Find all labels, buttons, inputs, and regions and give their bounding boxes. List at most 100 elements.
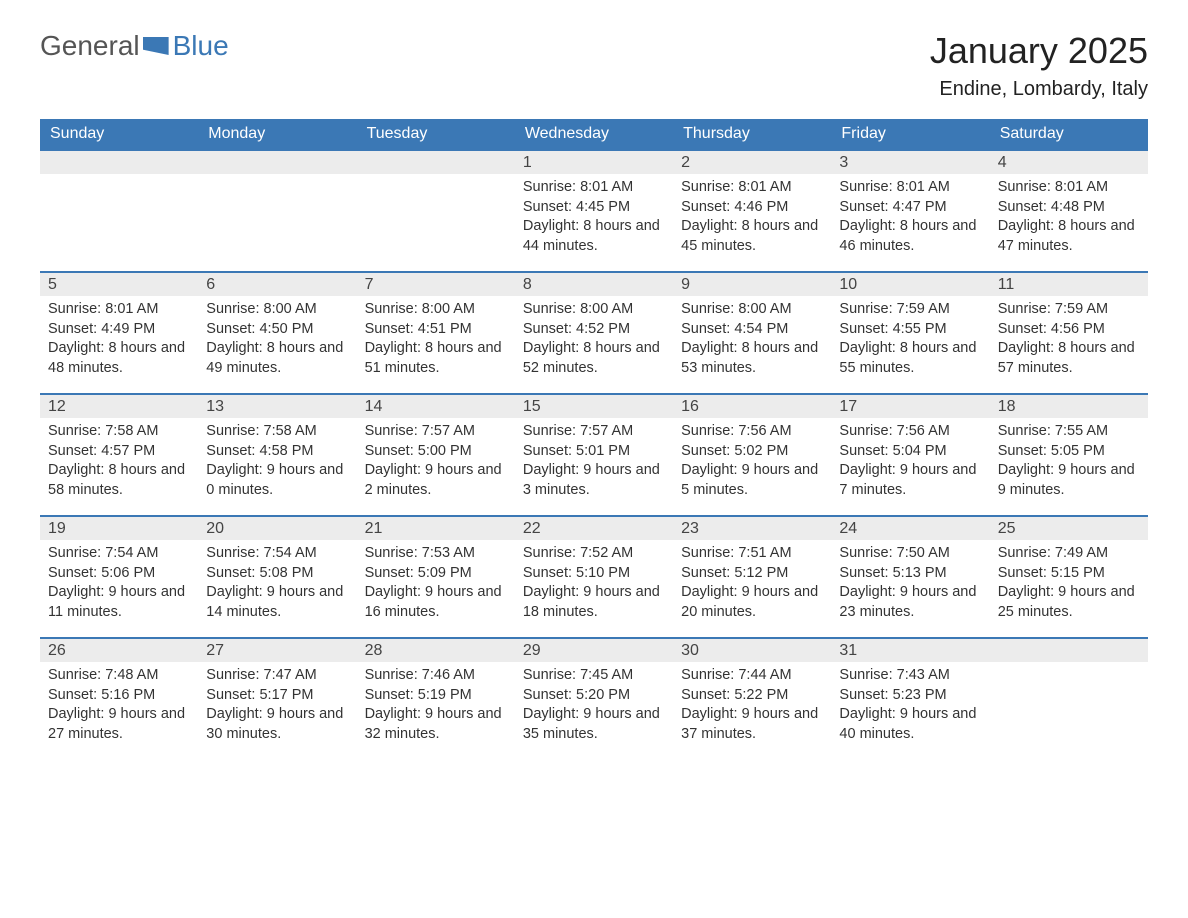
day-cell-14: 14Sunrise: 7:57 AMSunset: 5:00 PMDayligh… — [357, 393, 515, 515]
day-details: Sunrise: 7:43 AMSunset: 5:23 PMDaylight:… — [831, 662, 989, 750]
day-cell-17: 17Sunrise: 7:56 AMSunset: 5:04 PMDayligh… — [831, 393, 989, 515]
daylight-line: Daylight: 9 hours and 5 minutes. — [681, 461, 823, 500]
day-number: 19 — [40, 515, 198, 540]
daylight-line: Daylight: 8 hours and 58 minutes. — [48, 461, 190, 500]
daylight-line: Daylight: 9 hours and 20 minutes. — [681, 583, 823, 622]
day-cell-8: 8Sunrise: 8:00 AMSunset: 4:52 PMDaylight… — [515, 271, 673, 393]
day-details: Sunrise: 7:58 AMSunset: 4:58 PMDaylight:… — [198, 418, 356, 506]
logo-text-blue: Blue — [173, 30, 229, 62]
daylight-line: Daylight: 9 hours and 35 minutes. — [523, 705, 665, 744]
day-number — [990, 637, 1148, 662]
daylight-line: Daylight: 9 hours and 0 minutes. — [206, 461, 348, 500]
header: General Blue January 2025 Endine, Lombar… — [40, 30, 1148, 115]
day-number: 4 — [990, 149, 1148, 174]
sunrise-line: Sunrise: 7:48 AM — [48, 666, 190, 686]
day-cell-9: 9Sunrise: 8:00 AMSunset: 4:54 PMDaylight… — [673, 271, 831, 393]
day-number: 1 — [515, 149, 673, 174]
sunset-line: Sunset: 4:48 PM — [998, 198, 1140, 218]
sunrise-line: Sunrise: 8:00 AM — [206, 300, 348, 320]
calendar-body: 1Sunrise: 8:01 AMSunset: 4:45 PMDaylight… — [40, 149, 1148, 759]
sunset-line: Sunset: 4:49 PM — [48, 320, 190, 340]
day-details: Sunrise: 7:59 AMSunset: 4:55 PMDaylight:… — [831, 296, 989, 384]
day-cell-16: 16Sunrise: 7:56 AMSunset: 5:02 PMDayligh… — [673, 393, 831, 515]
day-number: 30 — [673, 637, 831, 662]
day-number: 25 — [990, 515, 1148, 540]
day-cell-22: 22Sunrise: 7:52 AMSunset: 5:10 PMDayligh… — [515, 515, 673, 637]
sunrise-line: Sunrise: 8:01 AM — [523, 178, 665, 198]
day-number: 29 — [515, 637, 673, 662]
calendar-week: 12Sunrise: 7:58 AMSunset: 4:57 PMDayligh… — [40, 393, 1148, 515]
sunrise-line: Sunrise: 8:00 AM — [681, 300, 823, 320]
day-details: Sunrise: 8:00 AMSunset: 4:51 PMDaylight:… — [357, 296, 515, 384]
day-details: Sunrise: 7:46 AMSunset: 5:19 PMDaylight:… — [357, 662, 515, 750]
day-number: 5 — [40, 271, 198, 296]
sunset-line: Sunset: 4:47 PM — [839, 198, 981, 218]
day-details: Sunrise: 8:00 AMSunset: 4:50 PMDaylight:… — [198, 296, 356, 384]
day-cell-6: 6Sunrise: 8:00 AMSunset: 4:50 PMDaylight… — [198, 271, 356, 393]
sunset-line: Sunset: 4:57 PM — [48, 442, 190, 462]
daylight-line: Daylight: 9 hours and 18 minutes. — [523, 583, 665, 622]
sunrise-line: Sunrise: 7:57 AM — [523, 422, 665, 442]
sunrise-line: Sunrise: 7:59 AM — [839, 300, 981, 320]
sunset-line: Sunset: 5:00 PM — [365, 442, 507, 462]
day-number: 22 — [515, 515, 673, 540]
weekday-sunday: Sunday — [40, 119, 198, 149]
day-cell-13: 13Sunrise: 7:58 AMSunset: 4:58 PMDayligh… — [198, 393, 356, 515]
day-number: 15 — [515, 393, 673, 418]
day-details: Sunrise: 8:01 AMSunset: 4:47 PMDaylight:… — [831, 174, 989, 262]
sunrise-line: Sunrise: 7:47 AM — [206, 666, 348, 686]
day-cell-29: 29Sunrise: 7:45 AMSunset: 5:20 PMDayligh… — [515, 637, 673, 759]
sunrise-line: Sunrise: 7:54 AM — [48, 544, 190, 564]
daylight-line: Daylight: 9 hours and 25 minutes. — [998, 583, 1140, 622]
day-cell-27: 27Sunrise: 7:47 AMSunset: 5:17 PMDayligh… — [198, 637, 356, 759]
day-details: Sunrise: 7:52 AMSunset: 5:10 PMDaylight:… — [515, 540, 673, 628]
day-cell-25: 25Sunrise: 7:49 AMSunset: 5:15 PMDayligh… — [990, 515, 1148, 637]
day-cell-26: 26Sunrise: 7:48 AMSunset: 5:16 PMDayligh… — [40, 637, 198, 759]
day-details: Sunrise: 7:47 AMSunset: 5:17 PMDaylight:… — [198, 662, 356, 750]
day-number: 16 — [673, 393, 831, 418]
sunset-line: Sunset: 4:51 PM — [365, 320, 507, 340]
day-cell-24: 24Sunrise: 7:50 AMSunset: 5:13 PMDayligh… — [831, 515, 989, 637]
daylight-line: Daylight: 9 hours and 3 minutes. — [523, 461, 665, 500]
day-number: 26 — [40, 637, 198, 662]
daylight-line: Daylight: 9 hours and 7 minutes. — [839, 461, 981, 500]
day-cell-7: 7Sunrise: 8:00 AMSunset: 4:51 PMDaylight… — [357, 271, 515, 393]
day-details: Sunrise: 8:01 AMSunset: 4:46 PMDaylight:… — [673, 174, 831, 262]
sunset-line: Sunset: 4:54 PM — [681, 320, 823, 340]
daylight-line: Daylight: 8 hours and 57 minutes. — [998, 339, 1140, 378]
day-number: 23 — [673, 515, 831, 540]
logo-text-general: General — [40, 30, 140, 62]
day-cell-19: 19Sunrise: 7:54 AMSunset: 5:06 PMDayligh… — [40, 515, 198, 637]
sunrise-line: Sunrise: 7:52 AM — [523, 544, 665, 564]
calendar-table: SundayMondayTuesdayWednesdayThursdayFrid… — [40, 119, 1148, 759]
weekday-friday: Friday — [831, 119, 989, 149]
calendar-week: 26Sunrise: 7:48 AMSunset: 5:16 PMDayligh… — [40, 637, 1148, 759]
day-number: 17 — [831, 393, 989, 418]
sunset-line: Sunset: 5:04 PM — [839, 442, 981, 462]
day-cell-23: 23Sunrise: 7:51 AMSunset: 5:12 PMDayligh… — [673, 515, 831, 637]
daylight-line: Daylight: 9 hours and 9 minutes. — [998, 461, 1140, 500]
sunrise-line: Sunrise: 7:51 AM — [681, 544, 823, 564]
day-number: 31 — [831, 637, 989, 662]
sunrise-line: Sunrise: 7:45 AM — [523, 666, 665, 686]
day-cell-10: 10Sunrise: 7:59 AMSunset: 4:55 PMDayligh… — [831, 271, 989, 393]
day-number: 12 — [40, 393, 198, 418]
day-number: 2 — [673, 149, 831, 174]
sunrise-line: Sunrise: 7:53 AM — [365, 544, 507, 564]
daylight-line: Daylight: 9 hours and 11 minutes. — [48, 583, 190, 622]
sunset-line: Sunset: 5:08 PM — [206, 564, 348, 584]
day-details: Sunrise: 7:53 AMSunset: 5:09 PMDaylight:… — [357, 540, 515, 628]
calendar-week: 5Sunrise: 8:01 AMSunset: 4:49 PMDaylight… — [40, 271, 1148, 393]
sunrise-line: Sunrise: 7:43 AM — [839, 666, 981, 686]
sunset-line: Sunset: 5:10 PM — [523, 564, 665, 584]
daylight-line: Daylight: 9 hours and 32 minutes. — [365, 705, 507, 744]
day-details: Sunrise: 7:54 AMSunset: 5:08 PMDaylight:… — [198, 540, 356, 628]
daylight-line: Daylight: 9 hours and 2 minutes. — [365, 461, 507, 500]
day-cell-4: 4Sunrise: 8:01 AMSunset: 4:48 PMDaylight… — [990, 149, 1148, 271]
daylight-line: Daylight: 8 hours and 48 minutes. — [48, 339, 190, 378]
weekday-thursday: Thursday — [673, 119, 831, 149]
day-details: Sunrise: 7:50 AMSunset: 5:13 PMDaylight:… — [831, 540, 989, 628]
day-cell-21: 21Sunrise: 7:53 AMSunset: 5:09 PMDayligh… — [357, 515, 515, 637]
sunrise-line: Sunrise: 7:50 AM — [839, 544, 981, 564]
day-details: Sunrise: 7:56 AMSunset: 5:02 PMDaylight:… — [673, 418, 831, 506]
